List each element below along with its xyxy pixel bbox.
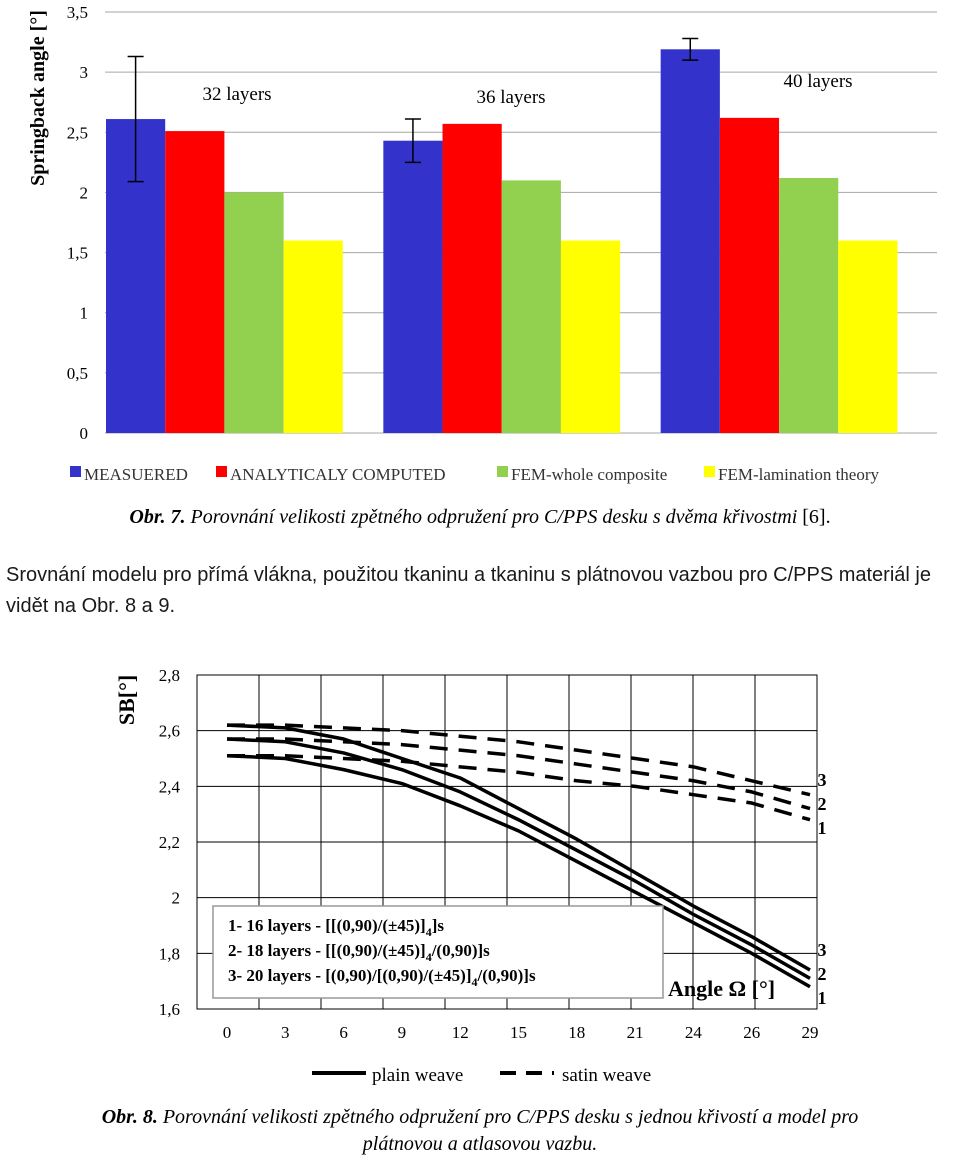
legend-swatch — [704, 466, 715, 477]
body-paragraph: Srovnání modelu pro přímá vlákna, použit… — [6, 564, 931, 617]
layup-line-3: 3- 20 layers - [(0,90)/[(0,90)/(±45)]4/(… — [228, 966, 536, 989]
bar — [442, 123, 502, 433]
figure-7-caption: Obr. 7. Porovnání velikosti zpětného odp… — [0, 506, 960, 529]
line-y-tick-labels: 2,8 2,6 2,4 2,2 2 1,8 1,6 — [159, 666, 181, 1019]
line-y-tick-label: 1,8 — [159, 944, 180, 963]
line-end-label: 3 — [818, 940, 827, 960]
line-y-tick-label: 2,2 — [159, 833, 180, 852]
line-y-tick-label: 2,6 — [159, 722, 180, 741]
bar-y-tick-label: 3 — [80, 63, 89, 82]
bar — [224, 192, 284, 433]
line-end-label: 3 — [818, 770, 827, 790]
bar — [383, 140, 443, 433]
line-x-tick-labels: 0 3 6 9 12 15 18 21 24 26 29 — [223, 1023, 819, 1042]
figure-8-caption-text: Porovnání velikosti zpětného odpružení p… — [157, 1106, 859, 1128]
bar — [660, 49, 720, 433]
plain-weave-line — [226, 737, 811, 980]
legend-label: satin weave — [562, 1065, 651, 1086]
plain-weave-line — [226, 723, 811, 972]
line-x-tick-label: 3 — [281, 1023, 290, 1042]
line-x-tick-label: 15 — [510, 1023, 527, 1042]
bar-y-tick-label: 2,5 — [67, 123, 88, 142]
line-x-tick-label: 12 — [452, 1023, 469, 1042]
layup-line-1: 1- 16 layers - [[(0,90)/(±45)]4]s — [228, 916, 444, 939]
figure-8-caption-line2: plátnovou a atlasovou vazbu. — [362, 1133, 598, 1155]
plain-weave-line — [226, 753, 811, 989]
legend-label: FEM-lamination theory — [718, 465, 880, 484]
legend-label: MEASUERED — [84, 465, 188, 484]
satin-weave-line — [227, 753, 811, 822]
line-x-tick-label: 6 — [339, 1023, 348, 1042]
line-y-tick-label: 2,4 — [159, 777, 181, 796]
satin-weave-line — [227, 723, 811, 797]
bar-series — [106, 49, 898, 433]
figure-7-caption-text: Porovnání velikosti zpětného odpružení p… — [185, 506, 798, 528]
line-x-axis-label: Angle Ω [°] — [668, 976, 775, 1001]
legend-swatch — [216, 466, 227, 477]
bar-y-tick-label: 3,5 — [67, 3, 88, 22]
bar-y-tick-label: 2 — [80, 183, 89, 202]
line-y-tick-label: 2 — [172, 889, 181, 908]
legend-label: ANALYTICALY COMPUTED — [230, 465, 446, 484]
line-end-label: 2 — [818, 964, 827, 984]
bar-y-tick-label: 0,5 — [67, 364, 88, 383]
layup-legend-box — [212, 905, 664, 999]
legend-label: plain weave — [372, 1065, 463, 1086]
figure-8-caption: Obr. 8. Porovnání velikosti zpětného odp… — [0, 1104, 960, 1158]
bar-group-labels: 32 layers 36 layers 40 layers — [202, 71, 852, 108]
springback-line-chart: 2,82,62,42,221,81,6 0 3 6 9 12 15 18 21 24 26 29 S… — [114, 666, 827, 1086]
line-y-tick-label: 2,8 — [159, 666, 180, 685]
line-x-tick-label: 9 — [398, 1023, 407, 1042]
bar-error-bars — [127, 37, 699, 183]
line-y-tick-label: 1,6 — [159, 1000, 180, 1019]
bar-group-label: 40 layers — [783, 71, 852, 92]
bar — [501, 180, 561, 433]
line-end-label: 1 — [818, 818, 827, 838]
line-x-tick-label: 21 — [627, 1023, 644, 1042]
bar-legend: MEASUERED ANALYTICALY COMPUTED FEM-whole c… — [70, 465, 880, 484]
line-legend: plain weave satin weave — [312, 1065, 651, 1086]
line-series — [226, 723, 811, 989]
bar-y-tick-label: 1 — [80, 304, 89, 323]
bar — [719, 117, 780, 433]
layup-line-2: 2- 18 layers - [[(0,90)/(±45)]4/(0,90)]s — [228, 941, 490, 964]
figure-7-label: Obr. 7. — [129, 506, 186, 528]
bar — [838, 240, 898, 433]
springback-bar-chart: 0 0,5 1 1,5 2 2,5 3 3,5 Springback angle [°] 32… — [27, 3, 937, 484]
line-x-tick-label: 0 — [223, 1023, 232, 1042]
bar-y-tick-labels: 0 0,5 1 1,5 2 2,5 3 3,5 — [67, 3, 88, 443]
figure-8-label: Obr. 8. — [101, 1106, 158, 1128]
bar-group-label: 36 layers — [476, 87, 545, 108]
bar-y-axis-label: Springback angle [°] — [27, 10, 49, 186]
line-end-label: 1 — [818, 988, 827, 1008]
line-y-axis-label: SB[°] — [114, 675, 139, 725]
bar-y-tick-label: 1,5 — [67, 244, 88, 263]
line-x-tick-label: 18 — [568, 1023, 585, 1042]
layup-legend: 1- 16 layers - [[(0,90)/(±45)]4]s 2- 18 … — [228, 916, 536, 989]
bar — [779, 177, 839, 433]
line-x-tick-label: 26 — [743, 1023, 760, 1042]
bar — [560, 240, 621, 433]
legend-swatch — [70, 466, 81, 477]
line-end-label: 2 — [818, 794, 827, 814]
bar-group-label: 32 layers — [202, 84, 271, 105]
bar-y-tick-label: 0 — [80, 424, 89, 443]
figure-7-reference: [6]. — [797, 506, 831, 528]
line-end-labels: 1 2 3 1 2 3 — [818, 770, 827, 1008]
legend-swatch — [497, 466, 508, 477]
bar — [283, 240, 343, 433]
bar — [165, 131, 225, 433]
satin-weave-line — [227, 737, 811, 811]
line-x-tick-label: 24 — [685, 1023, 703, 1042]
line-x-tick-label: 29 — [802, 1023, 819, 1042]
legend-label: FEM-whole composite — [511, 465, 667, 484]
